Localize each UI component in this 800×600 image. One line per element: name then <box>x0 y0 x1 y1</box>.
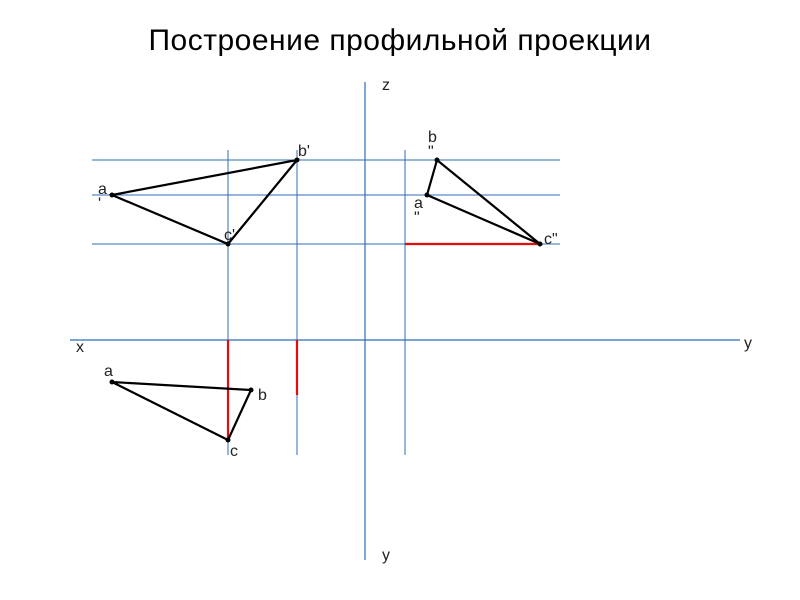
label-b: b <box>258 387 267 404</box>
axis-label-y-bottom: y <box>382 547 390 564</box>
label-c: c <box>230 443 238 460</box>
vertex-app <box>425 193 430 198</box>
vertex-c <box>226 438 231 443</box>
label-app: a" <box>414 195 423 226</box>
label-ap: a' <box>98 181 107 212</box>
label-bp: b' <box>298 143 310 160</box>
label-cp: c' <box>224 227 235 244</box>
triangle-frontal <box>112 160 297 244</box>
label-cpp: c" <box>544 231 558 248</box>
vertex-cpp <box>538 242 543 247</box>
vertex-a <box>110 380 115 385</box>
axis-label-z: z <box>382 77 390 94</box>
vertex-b <box>249 388 254 393</box>
triangle-horizontal <box>112 382 251 440</box>
vertex-ap <box>110 193 115 198</box>
vertex-bpp <box>435 158 440 163</box>
projection-diagram: a b c a' b' c' a" b" c" z x y y <box>0 0 800 600</box>
label-a: a <box>104 363 113 380</box>
label-bpp: b" <box>428 129 437 160</box>
triangle-profile <box>427 160 540 244</box>
axis-label-y-right: y <box>744 335 752 352</box>
axis-label-x: x <box>76 339 84 356</box>
